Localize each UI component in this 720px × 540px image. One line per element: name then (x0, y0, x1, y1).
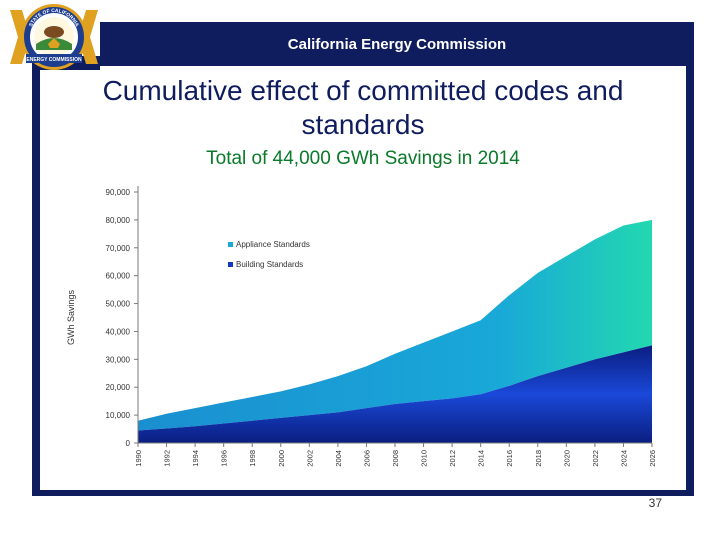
x-tick-label: 1994 (191, 450, 200, 467)
y-axis-label: GWh Savings (66, 289, 76, 345)
legend-swatch (228, 262, 233, 267)
y-tick-label: 50,000 (106, 300, 131, 309)
y-tick-label: 20,000 (106, 383, 131, 392)
x-tick-label: 1996 (220, 450, 229, 467)
frame-left (32, 66, 40, 496)
header-title: California Energy Commission (287, 35, 507, 53)
y-tick-label: 0 (126, 439, 131, 448)
x-tick-label: 2016 (505, 450, 514, 467)
x-tick-label: 2008 (391, 450, 400, 467)
x-tick-label: 1992 (163, 450, 172, 467)
y-tick-label: 30,000 (106, 355, 131, 364)
x-tick-label: 2026 (648, 450, 657, 467)
y-tick-label: 10,000 (106, 411, 131, 420)
slide-number: 37 (648, 496, 662, 510)
x-tick-label: 2006 (362, 450, 371, 467)
legend-swatch (228, 242, 233, 247)
x-tick-label: 2018 (534, 450, 543, 467)
y-tick-label: 70,000 (106, 244, 131, 253)
x-tick-label: 2004 (334, 450, 343, 467)
x-tick-label: 1990 (134, 450, 143, 467)
header-bar (100, 22, 694, 66)
x-tick-label: 2024 (619, 450, 628, 467)
y-tick-label: 80,000 (106, 216, 131, 225)
slide-title: Cumulative effect of committed codes and… (102, 75, 624, 140)
frame-bottom (32, 490, 694, 496)
x-tick-label: 2022 (591, 450, 600, 467)
y-tick-label: 40,000 (106, 327, 131, 336)
area-building-standards (138, 345, 652, 443)
energy-commission-seal-logo: ENERGY COMMISSION STATE OF CALIFORNIA (10, 4, 98, 70)
x-tick-label: 2020 (562, 450, 571, 467)
legend-label: Building Standards (236, 260, 303, 269)
x-tick-label: 1998 (248, 450, 257, 467)
seal-bottom-text: ENERGY COMMISSION (26, 57, 82, 63)
x-tick-label: 2012 (448, 450, 457, 467)
stacked-area-chart: 0 10,000 20,000 30,000 40,000 50,000 60,000 70,… (66, 186, 657, 467)
y-tick-label: 60,000 (106, 272, 131, 281)
frame-right (686, 66, 694, 496)
x-tick-label: 2010 (420, 450, 429, 467)
x-tick-label: 2000 (277, 450, 286, 467)
y-tick-label: 90,000 (106, 188, 131, 197)
slide-subtitle: Total of 44,000 GWh Savings in 2014 (206, 148, 520, 169)
x-tick-label: 2014 (477, 450, 486, 467)
legend-label: Appliance Standards (236, 240, 310, 249)
x-tick-label: 2002 (305, 450, 314, 467)
area-appliance-standards (138, 219, 652, 431)
